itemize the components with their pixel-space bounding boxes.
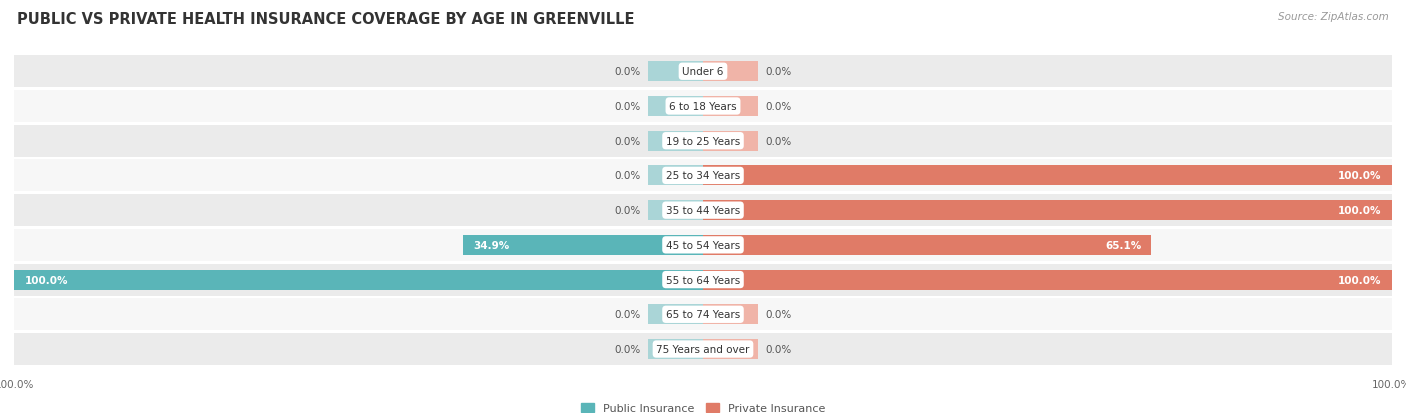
Bar <box>14 270 703 290</box>
Bar <box>14 56 1392 88</box>
Text: 0.0%: 0.0% <box>614 310 641 320</box>
Bar <box>14 333 1392 365</box>
Text: 0.0%: 0.0% <box>765 67 792 77</box>
Text: 100.0%: 100.0% <box>1339 206 1382 216</box>
Text: 0.0%: 0.0% <box>765 102 792 112</box>
Text: 0.0%: 0.0% <box>614 136 641 146</box>
Bar <box>703 339 758 359</box>
Bar <box>463 235 703 255</box>
Text: 65.1%: 65.1% <box>1105 240 1142 250</box>
Bar <box>648 201 703 221</box>
Bar <box>703 131 758 152</box>
Text: 55 to 64 Years: 55 to 64 Years <box>666 275 740 285</box>
Bar <box>14 195 1392 227</box>
Legend: Public Insurance, Private Insurance: Public Insurance, Private Insurance <box>576 399 830 413</box>
Text: Under 6: Under 6 <box>682 67 724 77</box>
Text: 35 to 44 Years: 35 to 44 Years <box>666 206 740 216</box>
Text: 0.0%: 0.0% <box>765 344 792 354</box>
Text: 25 to 34 Years: 25 to 34 Years <box>666 171 740 181</box>
Text: 6 to 18 Years: 6 to 18 Years <box>669 102 737 112</box>
Text: Source: ZipAtlas.com: Source: ZipAtlas.com <box>1278 12 1389 22</box>
Text: 100.0%: 100.0% <box>1339 171 1382 181</box>
Bar <box>14 91 1392 123</box>
Bar <box>703 235 1152 255</box>
Text: 65 to 74 Years: 65 to 74 Years <box>666 310 740 320</box>
Bar <box>703 304 758 325</box>
Text: 75 Years and over: 75 Years and over <box>657 344 749 354</box>
Text: 0.0%: 0.0% <box>614 344 641 354</box>
Bar <box>703 201 1392 221</box>
Bar <box>14 126 1392 157</box>
Text: 0.0%: 0.0% <box>765 136 792 146</box>
Bar <box>703 97 758 117</box>
Text: 100.0%: 100.0% <box>1339 275 1382 285</box>
Text: PUBLIC VS PRIVATE HEALTH INSURANCE COVERAGE BY AGE IN GREENVILLE: PUBLIC VS PRIVATE HEALTH INSURANCE COVER… <box>17 12 634 27</box>
Bar <box>14 264 1392 296</box>
Bar <box>703 62 758 82</box>
Text: 34.9%: 34.9% <box>472 240 509 250</box>
Bar <box>648 304 703 325</box>
Text: 100.0%: 100.0% <box>24 275 67 285</box>
Bar <box>648 97 703 117</box>
Bar <box>648 131 703 152</box>
Text: 19 to 25 Years: 19 to 25 Years <box>666 136 740 146</box>
Text: 45 to 54 Years: 45 to 54 Years <box>666 240 740 250</box>
Bar <box>14 160 1392 192</box>
Bar <box>703 270 1392 290</box>
Bar <box>14 229 1392 261</box>
Text: 0.0%: 0.0% <box>614 102 641 112</box>
Text: 0.0%: 0.0% <box>765 310 792 320</box>
Text: 0.0%: 0.0% <box>614 67 641 77</box>
Bar <box>648 166 703 186</box>
Text: 0.0%: 0.0% <box>614 206 641 216</box>
Text: 0.0%: 0.0% <box>614 171 641 181</box>
Bar <box>703 166 1392 186</box>
Bar <box>648 62 703 82</box>
Bar <box>648 339 703 359</box>
Bar <box>14 299 1392 330</box>
